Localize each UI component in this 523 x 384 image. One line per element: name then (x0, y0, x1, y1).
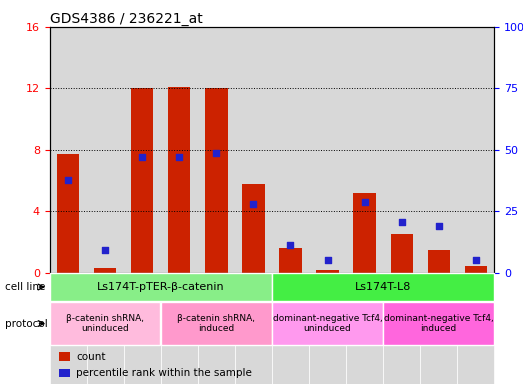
FancyBboxPatch shape (87, 273, 124, 384)
Bar (59, 369, 70, 377)
Point (435, 223, 443, 230)
Text: dominant-negative Tcf4,
uninduced: dominant-negative Tcf4, uninduced (272, 314, 382, 333)
Bar (59, 353, 70, 361)
FancyBboxPatch shape (457, 273, 494, 384)
FancyBboxPatch shape (420, 273, 457, 384)
Bar (94, 268, 116, 273)
Text: protocol: protocol (5, 318, 48, 329)
Point (323, 257, 332, 263)
Point (101, 247, 109, 253)
FancyBboxPatch shape (272, 273, 309, 384)
Point (175, 154, 184, 161)
Point (286, 242, 294, 248)
Bar (279, 248, 302, 273)
Bar (354, 193, 376, 273)
Bar (242, 184, 265, 273)
Bar (391, 234, 413, 273)
Bar (131, 88, 153, 273)
Text: GDS4386 / 236221_at: GDS4386 / 236221_at (50, 12, 202, 26)
Text: Ls174T-pTER-β-catenin: Ls174T-pTER-β-catenin (97, 282, 225, 292)
Text: count: count (76, 352, 106, 362)
FancyBboxPatch shape (161, 273, 198, 384)
Bar (168, 87, 190, 273)
FancyBboxPatch shape (124, 273, 161, 384)
Point (212, 150, 221, 156)
FancyBboxPatch shape (346, 273, 383, 384)
FancyBboxPatch shape (309, 273, 346, 384)
FancyBboxPatch shape (50, 273, 87, 384)
Bar (316, 270, 338, 273)
Text: dominant-negative Tcf4,
induced: dominant-negative Tcf4, induced (384, 314, 494, 333)
FancyBboxPatch shape (272, 273, 494, 301)
Text: β-catenin shRNA,
uninduced: β-catenin shRNA, uninduced (66, 314, 144, 333)
FancyBboxPatch shape (272, 302, 383, 345)
Point (360, 199, 369, 205)
Text: percentile rank within the sample: percentile rank within the sample (76, 368, 252, 378)
Point (397, 219, 406, 225)
Text: cell line: cell line (5, 282, 46, 292)
FancyBboxPatch shape (383, 302, 494, 345)
FancyBboxPatch shape (161, 302, 271, 345)
FancyBboxPatch shape (235, 273, 272, 384)
Point (249, 200, 258, 207)
Bar (427, 250, 450, 273)
FancyBboxPatch shape (198, 273, 235, 384)
Text: Ls174T-L8: Ls174T-L8 (355, 282, 411, 292)
Point (472, 257, 480, 263)
Point (64, 177, 72, 184)
FancyBboxPatch shape (383, 273, 420, 384)
Bar (57, 154, 79, 273)
FancyBboxPatch shape (50, 273, 271, 301)
Text: β-catenin shRNA,
induced: β-catenin shRNA, induced (177, 314, 255, 333)
FancyBboxPatch shape (50, 302, 161, 345)
Bar (205, 88, 228, 273)
Point (138, 154, 146, 161)
Bar (464, 266, 487, 273)
